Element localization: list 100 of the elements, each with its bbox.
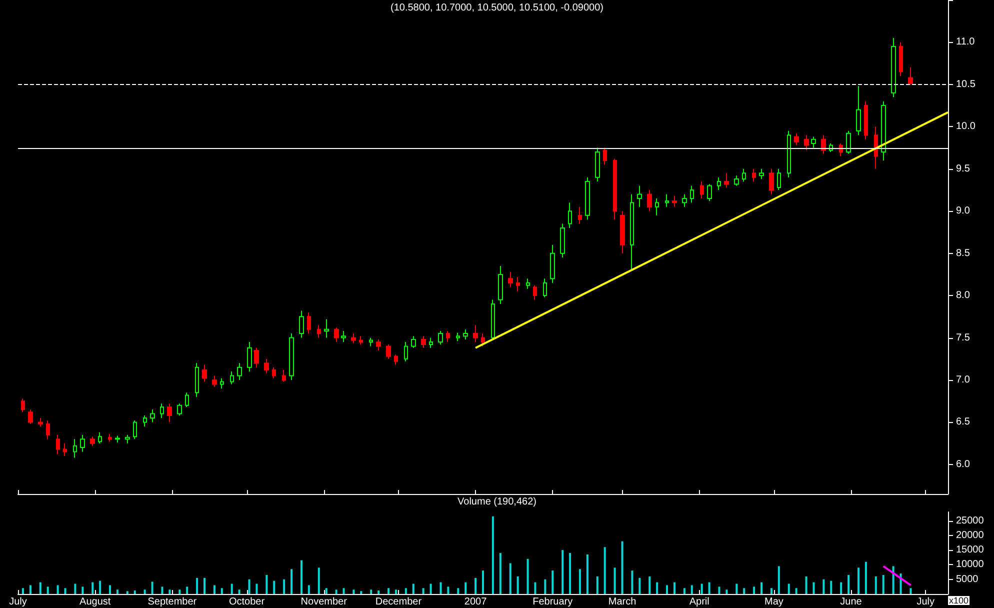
bar (248, 579, 250, 594)
candlestick (150, 409, 155, 423)
x-tick-label: 2007 (464, 596, 488, 608)
candlestick (724, 172, 729, 188)
bar (186, 586, 188, 594)
bar (266, 574, 268, 594)
candlestick (220, 378, 224, 389)
candlestick (603, 147, 607, 166)
bar (857, 568, 860, 594)
bar (178, 590, 181, 594)
x-tick-label: December (375, 596, 422, 608)
y-tick-label: 5000 (956, 574, 979, 585)
bar (552, 570, 554, 594)
bar (840, 582, 842, 594)
bar (161, 586, 164, 594)
y-axis-title: x100 (949, 596, 969, 606)
candlestick (160, 403, 164, 418)
candlestick (595, 147, 600, 182)
bar (213, 585, 216, 594)
y-tick-label: 8.5 (956, 248, 970, 259)
y-tick-label: 7.0 (956, 374, 970, 386)
candlestick (177, 403, 182, 416)
candlestick (108, 434, 112, 442)
bar (39, 582, 42, 594)
candlestick (508, 271, 513, 288)
y-tick-label: 6.0 (956, 458, 970, 470)
candlestick (289, 333, 294, 380)
candlestick (334, 327, 339, 342)
bar (726, 590, 728, 594)
y-tick-label: 10.5 (956, 78, 976, 90)
candlestick (272, 366, 276, 379)
bar (82, 586, 84, 594)
bar (910, 588, 912, 594)
bar (447, 586, 450, 594)
candlestick (526, 278, 530, 290)
bar (394, 590, 397, 594)
candlestick (568, 202, 572, 228)
candlestick (264, 358, 269, 374)
bar (812, 582, 815, 594)
bar (134, 590, 136, 594)
candlestick (185, 392, 189, 408)
bar (92, 582, 94, 594)
x-tick-label: August (80, 596, 111, 608)
candlestick (307, 312, 311, 334)
y-tick-label: 25000 (956, 515, 984, 526)
bar (638, 578, 641, 594)
candlestick (438, 330, 443, 346)
bar (116, 590, 118, 594)
x-tick-label: May (764, 596, 784, 608)
bar (335, 590, 338, 594)
candlestick (429, 337, 433, 348)
y-tick-label: 20000 (956, 530, 984, 541)
bar (457, 588, 460, 594)
y-tick-label: 6.5 (956, 416, 970, 428)
x-tick-label: March (608, 596, 636, 608)
candlestick (585, 176, 590, 220)
candlestick (456, 332, 460, 342)
candlestick (717, 176, 721, 190)
bar (273, 580, 276, 594)
bar (604, 547, 606, 594)
candlestick (247, 342, 252, 372)
bar (318, 568, 320, 594)
candlestick (125, 434, 130, 444)
candlestick (73, 438, 77, 458)
candlestick (846, 130, 851, 154)
bar (404, 588, 407, 594)
x-tick-label: February (532, 596, 573, 608)
bar (673, 582, 676, 594)
bar (700, 584, 703, 594)
bar (544, 579, 546, 594)
bar (370, 590, 372, 594)
bar (64, 588, 66, 594)
candlestick (498, 266, 503, 304)
bar (482, 570, 484, 594)
bar (99, 580, 102, 594)
y-tick-label: 9.5 (956, 163, 970, 174)
bar (74, 584, 76, 594)
candlestick (195, 362, 199, 398)
candlestick (759, 168, 764, 180)
bar (822, 579, 825, 594)
candlestick (752, 168, 756, 182)
candlestick (324, 318, 329, 338)
y-tick-label: 10.0 (956, 121, 976, 132)
candlestick (637, 185, 642, 208)
candlestick (543, 278, 547, 298)
candlestick (237, 362, 242, 380)
bar (378, 590, 380, 594)
y-tick-label: 11.0 (956, 36, 976, 48)
candlestick (811, 136, 816, 148)
candlestick (481, 333, 485, 347)
bar (534, 582, 536, 594)
y-tick-label: 7.5 (956, 332, 970, 344)
bar (109, 585, 112, 594)
bar (325, 588, 328, 594)
candlestick (881, 100, 886, 161)
candlestick (463, 328, 468, 340)
candlestick (908, 67, 913, 85)
bar (22, 588, 24, 594)
bar (308, 585, 310, 594)
candlestick (63, 442, 67, 456)
